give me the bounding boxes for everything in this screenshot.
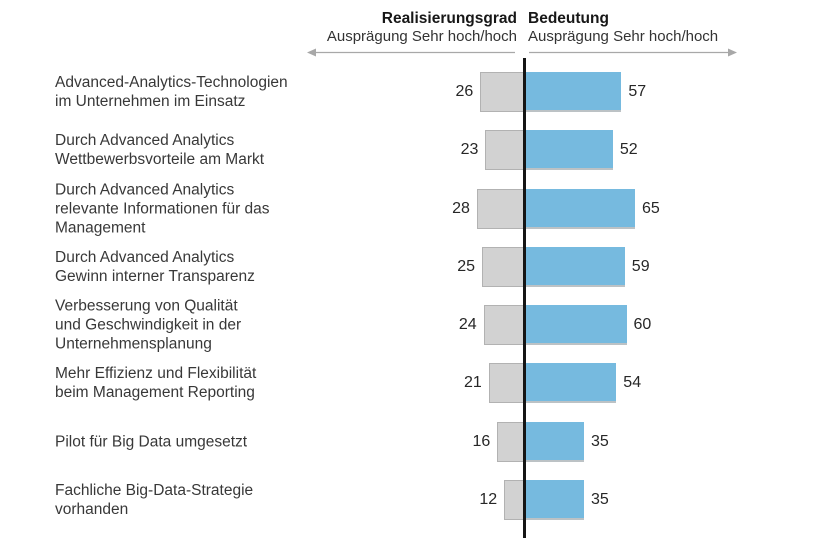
right-bar: [524, 188, 635, 229]
header-realisierungsgrad: Realisierungsgrad Ausprägung Sehr hoch/h…: [327, 10, 517, 45]
left-bar: [483, 305, 525, 346]
left-value-label: 12: [479, 491, 498, 508]
category-label: Advanced-Analytics-Technologien im Unter…: [55, 74, 288, 110]
right-value-label: 59: [631, 257, 650, 275]
left-arrow-icon: [307, 48, 515, 57]
right-value-label: 65: [642, 199, 660, 217]
right-value-label: 52: [619, 141, 638, 159]
center-axis-line: [523, 58, 526, 538]
left-value-label: 16: [472, 432, 491, 450]
right-value-label: 35: [591, 491, 609, 508]
right-bar: [524, 421, 584, 462]
right-series-subtitle: Ausprägung Sehr hoch/hoch: [528, 28, 719, 45]
right-arrow-icon: [529, 48, 737, 57]
right-bar: [524, 246, 625, 287]
right-value-label: 57: [628, 83, 647, 100]
right-bar: [524, 130, 613, 171]
category-label: Verbesserung von Qualität und Geschwindi…: [55, 297, 242, 353]
category-label: Mehr Effizienz und Flexibilität beim Man…: [55, 365, 257, 402]
category-label: Durch Advanced Analytics Wettbewerbsvort…: [55, 132, 265, 169]
left-bar: [497, 421, 525, 462]
left-value-label: 24: [458, 316, 477, 334]
right-bar: [524, 72, 622, 112]
left-series-title: Realisierungsgrad: [381, 10, 517, 27]
category-label: Durch Advanced Analytics Gewinn interner…: [55, 248, 255, 285]
category-label: Fachliche Big-Data-Strategie vorhanden: [55, 482, 254, 518]
category-label: Durch Advanced Analytics relevante Infor…: [55, 181, 270, 237]
left-value-label: 21: [464, 374, 482, 392]
left-value-label: 23: [460, 141, 479, 159]
right-value-label: 35: [591, 432, 609, 450]
right-bar: [524, 480, 584, 520]
left-bar: [504, 480, 525, 520]
left-bar: [476, 188, 525, 229]
left-value-label: 25: [457, 257, 475, 275]
right-value-label: 54: [623, 374, 642, 392]
left-value-label: 28: [452, 199, 470, 217]
right-value-label: 60: [633, 316, 652, 334]
right-series-title: Bedeutung: [528, 10, 609, 27]
left-bar: [485, 130, 525, 171]
left-value-label: 26: [455, 83, 474, 100]
left-bar: [482, 246, 525, 287]
category-label: Pilot für Big Data umgesetzt: [55, 433, 248, 451]
right-bar: [524, 363, 617, 404]
left-bar: [480, 72, 525, 112]
right-bar: [524, 305, 627, 346]
header-bedeutung: Bedeutung Ausprägung Sehr hoch/hoch: [528, 10, 718, 45]
left-series-subtitle: Ausprägung Sehr hoch/hoch: [326, 28, 517, 45]
left-bar: [488, 363, 525, 404]
